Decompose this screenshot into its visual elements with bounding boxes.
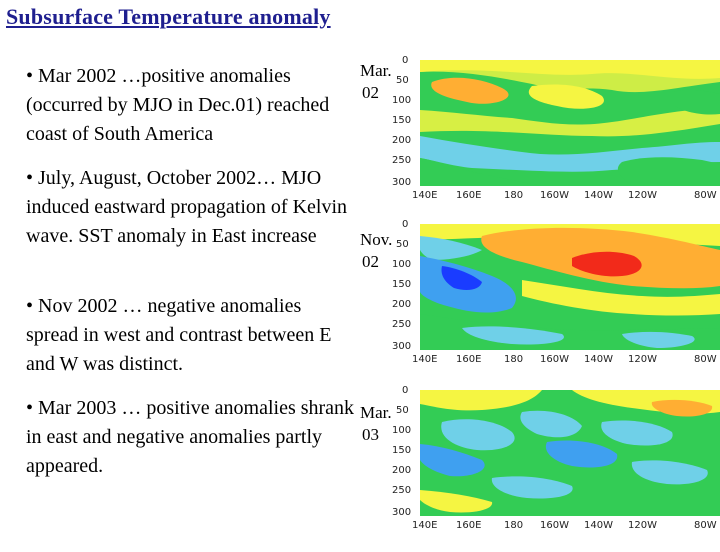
anomaly-map-nov-02: 0 50 100 150 200 250 300 140E 160E 180 1… xyxy=(372,216,720,386)
panel-1-year: 02 xyxy=(362,83,379,102)
depth-tick-200: 200 xyxy=(392,135,411,146)
depth-tick-150: 150 xyxy=(392,445,411,456)
lon-tick-160W: 160W xyxy=(540,520,569,530)
lon-tick-140W: 140W xyxy=(584,190,613,200)
depth-tick-250: 250 xyxy=(392,319,411,330)
depth-tick-150: 150 xyxy=(392,279,411,290)
panel-3-year: 03 xyxy=(362,425,379,444)
lon-tick-80W: 80W xyxy=(694,354,717,364)
depth-tick-200: 200 xyxy=(392,465,411,476)
depth-tick-300: 300 xyxy=(392,507,411,518)
panel-1-label: Mar. 02 xyxy=(360,60,392,104)
lon-tick-160E: 160E xyxy=(456,190,481,200)
lon-tick-160W: 160W xyxy=(540,354,569,364)
slide-title: Subsurface Temperature anomaly xyxy=(6,4,331,29)
panel-2-year: 02 xyxy=(362,252,379,271)
lon-tick-180: 180 xyxy=(504,190,523,200)
bullet-mar-2003: • Mar 2003 … positive anomalies shrank i… xyxy=(26,397,355,477)
lon-tick-140W: 140W xyxy=(584,354,613,364)
depth-tick-150: 150 xyxy=(392,115,411,126)
lon-tick-140E: 140E xyxy=(412,520,437,530)
panel-3-label: Mar. 03 xyxy=(360,402,392,446)
depth-tick-250: 250 xyxy=(392,485,411,496)
depth-tick-50: 50 xyxy=(396,239,409,250)
depth-tick-100: 100 xyxy=(392,425,411,436)
panel-2-month: Nov. xyxy=(360,230,393,249)
panel-2-label: Nov. 02 xyxy=(360,229,392,273)
lon-tick-180: 180 xyxy=(504,520,523,530)
panel-3-month: Mar. xyxy=(360,403,392,422)
lon-tick-80W: 80W xyxy=(694,520,717,530)
lon-tick-180: 180 xyxy=(504,354,523,364)
bullet-nov-2002: • Nov 2002 … negative anomalies spread i… xyxy=(26,295,332,375)
depth-tick-0: 0 xyxy=(402,219,408,230)
depth-tick-250: 250 xyxy=(392,155,411,166)
depth-tick-300: 300 xyxy=(392,177,411,188)
lon-tick-120W: 120W xyxy=(628,354,657,364)
depth-tick-100: 100 xyxy=(392,95,411,106)
lon-tick-120W: 120W xyxy=(628,190,657,200)
depth-tick-0: 0 xyxy=(402,55,408,66)
panel-1-month: Mar. xyxy=(360,61,392,80)
lon-tick-160E: 160E xyxy=(456,354,481,364)
depth-tick-300: 300 xyxy=(392,341,411,352)
lon-tick-80W: 80W xyxy=(694,190,717,200)
lon-tick-140E: 140E xyxy=(412,354,437,364)
bullet-mar-2002: • Mar 2002 …positive anomalies (occurred… xyxy=(26,65,330,145)
anomaly-map-mar-03: 0 50 100 150 200 250 300 140E 160E 180 1… xyxy=(372,382,720,552)
depth-tick-200: 200 xyxy=(392,299,411,310)
lon-tick-140E: 140E xyxy=(412,190,437,200)
lon-tick-120W: 120W xyxy=(628,520,657,530)
anomaly-map-mar-02: 0 50 100 150 200 250 300 140E 160E 180 1… xyxy=(372,52,720,222)
lon-tick-160W: 160W xyxy=(540,190,569,200)
depth-tick-50: 50 xyxy=(396,75,409,86)
depth-tick-50: 50 xyxy=(396,405,409,416)
depth-tick-100: 100 xyxy=(392,259,411,270)
depth-tick-0: 0 xyxy=(402,385,408,396)
bullet-jul-oct-2002: • July, August, October 2002… MJO induce… xyxy=(26,167,348,247)
lon-tick-160E: 160E xyxy=(456,520,481,530)
lon-tick-140W: 140W xyxy=(584,520,613,530)
